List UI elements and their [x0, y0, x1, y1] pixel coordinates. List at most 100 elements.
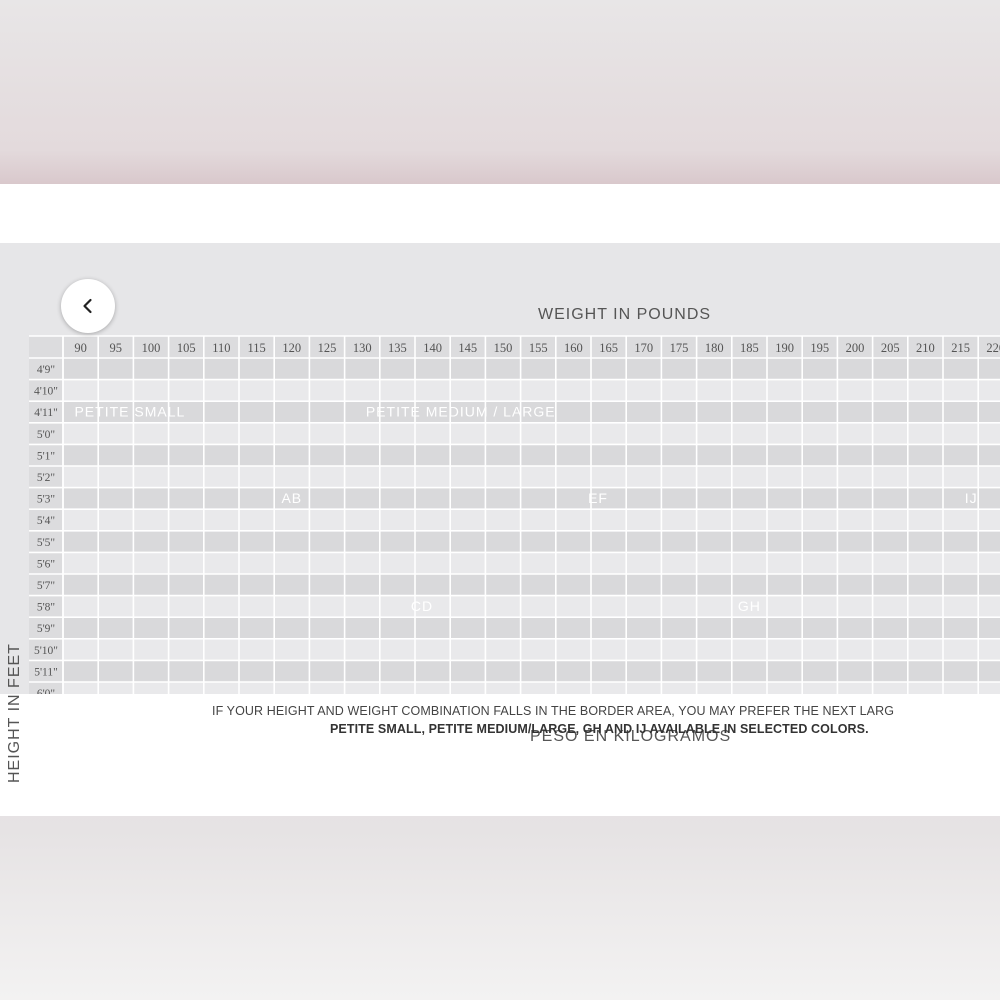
- grid-cell: [98, 379, 134, 402]
- grid-cell: [872, 401, 908, 423]
- grid-cell: [978, 617, 1000, 639]
- grid-cell: [696, 638, 732, 661]
- grid-cell: [978, 595, 1000, 618]
- grid-cell: [943, 358, 979, 380]
- grid-cell: [943, 509, 979, 531]
- grid-cell: [168, 660, 204, 682]
- grid-cell: [274, 358, 310, 380]
- grid-cell: [133, 660, 169, 682]
- grid-cell: [696, 617, 732, 639]
- grid-cell: [520, 401, 556, 423]
- grid-cell: [168, 466, 204, 488]
- grid-cell: [767, 466, 803, 488]
- grid-cell: [767, 444, 803, 466]
- grid-cell: [274, 466, 310, 488]
- grid-cell: [731, 509, 767, 531]
- grid-cell: [907, 358, 943, 380]
- grid-cell: [626, 638, 662, 661]
- grid-cell: [133, 401, 169, 423]
- grid-cell: [872, 660, 908, 682]
- grid-cell: [591, 552, 627, 574]
- grid-cell: [450, 487, 486, 510]
- grid-cell: [379, 401, 415, 423]
- size-chart: 90 95 100 105 110 115 120 125 130 135 140 145 150 155…: [29, 335, 1000, 694]
- grid-cell: [943, 401, 979, 423]
- grid-cell: [98, 638, 134, 661]
- grid-cell: [767, 358, 803, 380]
- grid-cell: [907, 422, 943, 445]
- grid-cell: [555, 466, 591, 488]
- grid-cell: [379, 487, 415, 510]
- grid-cell: [485, 552, 521, 574]
- grid-cell: [415, 444, 451, 466]
- grid-cell: [203, 509, 239, 531]
- grid-cell: [63, 379, 99, 402]
- grid-cell: [415, 574, 451, 596]
- grid-cell: [978, 638, 1000, 661]
- grid-cell: [767, 401, 803, 423]
- grid-cell: [344, 574, 380, 596]
- grid-cell: [344, 638, 380, 661]
- border-area-note: IF YOUR HEIGHT AND WEIGHT COMBINATION FA…: [212, 704, 895, 718]
- grid-cell: [767, 595, 803, 618]
- region-label-gh: GH: [738, 598, 761, 614]
- grid-cell: [802, 574, 838, 596]
- grid-cell: [203, 682, 239, 694]
- height-tick-label: 5'7": [37, 580, 55, 592]
- grid-cell: [274, 574, 310, 596]
- grid-cell: [731, 401, 767, 423]
- pounds-tick-label: 195: [810, 341, 829, 355]
- grid-cell: [203, 422, 239, 445]
- grid-cell: [943, 422, 979, 445]
- grid-cell: [943, 552, 979, 574]
- grid-cell: [837, 444, 873, 466]
- grid-cell: [837, 574, 873, 596]
- grid-cell: [239, 401, 275, 423]
- height-tick-label: 5'5": [37, 537, 55, 549]
- grid-cell: [943, 466, 979, 488]
- grid-cell: [485, 530, 521, 553]
- grid-cell: [239, 358, 275, 380]
- region-label-ef: EF: [588, 490, 608, 506]
- grid-cell: [555, 509, 591, 531]
- grid-cell: [696, 660, 732, 682]
- grid-cell: [731, 487, 767, 510]
- grid-cell: [661, 422, 697, 445]
- grid-cell: [837, 617, 873, 639]
- grid-cell: [309, 682, 345, 694]
- grid-cell: [731, 574, 767, 596]
- grid-cell: [203, 530, 239, 553]
- grid-cell: [450, 552, 486, 574]
- grid-cell: [591, 574, 627, 596]
- grid-cell: [696, 595, 732, 618]
- grid-cell: [978, 358, 1000, 380]
- grid-cell: [626, 530, 662, 553]
- weight-axis-title: WEIGHT IN POUNDS: [538, 306, 712, 323]
- grid-cell: [168, 487, 204, 510]
- grid-cell: [344, 660, 380, 682]
- grid-cell: [802, 444, 838, 466]
- grid-cell: [415, 617, 451, 639]
- pounds-tick-label: 110: [212, 341, 230, 355]
- grid-cell: [661, 530, 697, 553]
- grid-cell: [802, 509, 838, 531]
- previous-image-button[interactable]: [61, 279, 115, 333]
- grid-cell: [98, 682, 134, 694]
- grid-cell: [98, 466, 134, 488]
- grid-cell: [696, 487, 732, 510]
- grid-cell: [239, 422, 275, 445]
- grid-cell: [696, 401, 732, 423]
- grid-cell: [520, 682, 556, 694]
- grid-cell: [415, 401, 451, 423]
- grid-cell: [591, 379, 627, 402]
- grid-cell: [907, 617, 943, 639]
- grid-cell: [274, 530, 310, 553]
- grid-cell: [943, 638, 979, 661]
- grid-cell: [415, 660, 451, 682]
- grid-cell: [133, 509, 169, 531]
- grid-cell: [767, 638, 803, 661]
- grid-cell: [63, 682, 99, 694]
- grid-cell: [555, 487, 591, 510]
- grid-cell: [485, 509, 521, 531]
- grid-cell: [907, 574, 943, 596]
